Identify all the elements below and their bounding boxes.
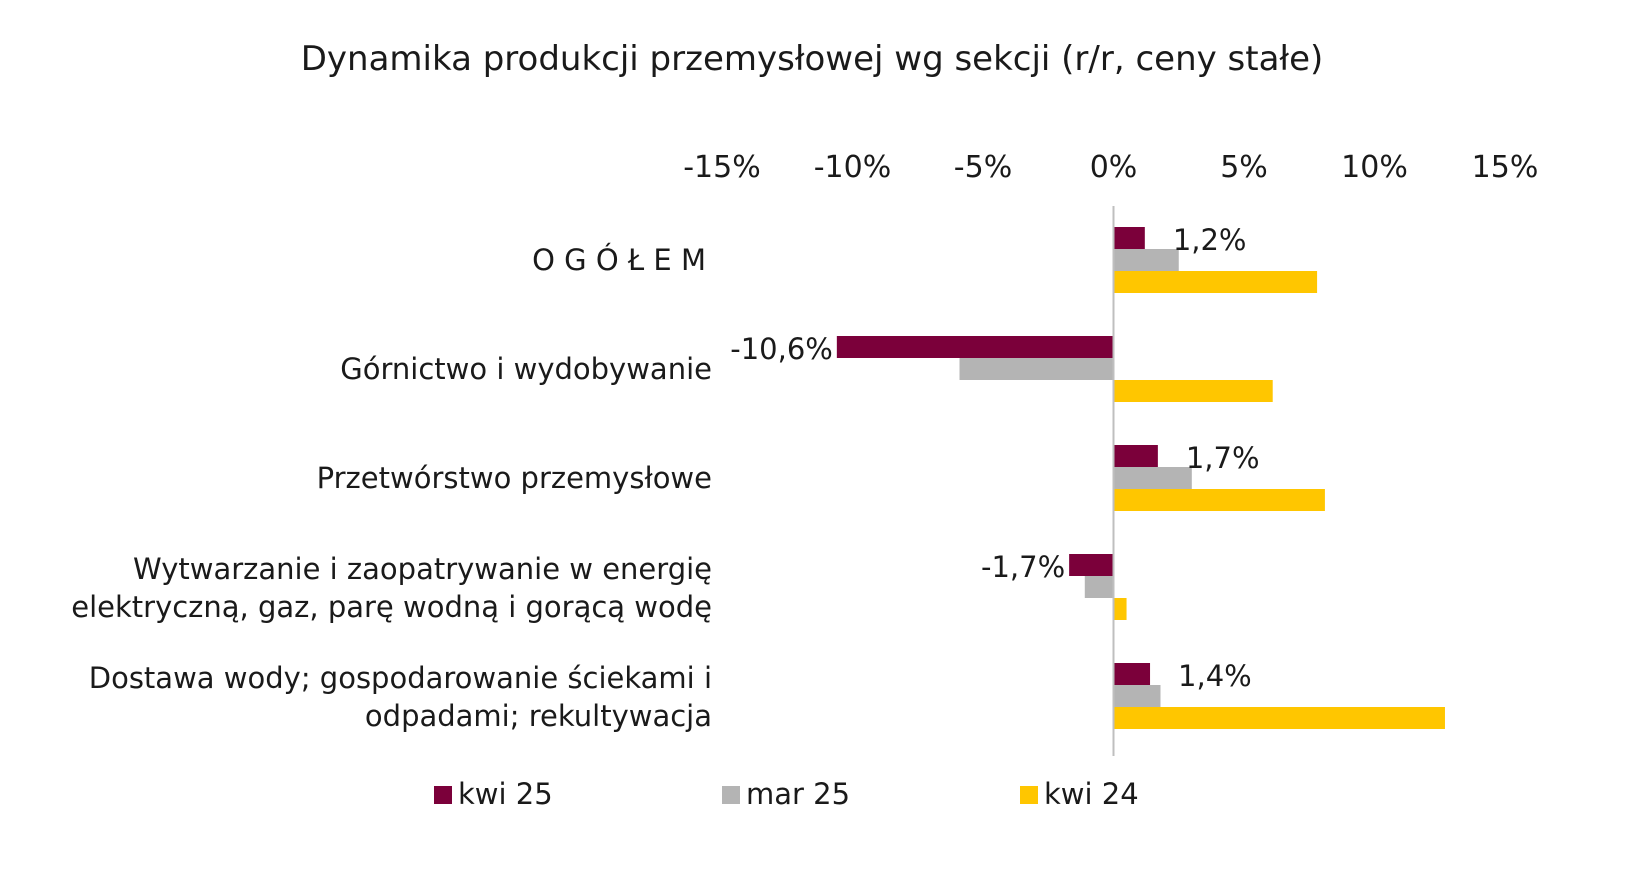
bar	[1114, 598, 1127, 620]
bar	[1084, 576, 1113, 598]
data-label: 1,2%	[1173, 223, 1247, 257]
category-label: Wytwarzanie i zaopatrywanie w energię	[133, 552, 712, 586]
legend-swatch	[722, 786, 740, 804]
bar	[1114, 489, 1325, 511]
x-tick-label: 0%	[1090, 150, 1138, 185]
legend: kwi 25 mar 25 kwi 24	[434, 777, 1139, 811]
legend-label: kwi 25	[458, 777, 553, 811]
bar	[1114, 249, 1179, 271]
category-label: Dostawa wody; gospodarowanie ściekami i	[89, 661, 712, 695]
category-label: odpadami; rekultywacja	[365, 699, 712, 733]
category-label: Przetwórstwo przemysłowe	[317, 461, 712, 495]
legend-swatch	[434, 786, 452, 804]
category-label: Górnictwo i wydobywanie	[340, 352, 712, 386]
bar	[836, 336, 1113, 358]
data-labels: 1,2% -10,6% 1,7% -1,7% 1,4%	[730, 223, 1259, 693]
x-tick-label: 5%	[1220, 150, 1268, 185]
bar	[1114, 685, 1161, 707]
bar	[1069, 554, 1113, 576]
bars	[836, 227, 1445, 729]
x-tick-label: -5%	[954, 150, 1012, 185]
legend-label: mar 25	[746, 777, 850, 811]
category-label: O G Ó Ł E M	[532, 243, 706, 277]
category-label: elektryczną, gaz, parę wodną i gorącą wo…	[71, 590, 712, 624]
bar	[1114, 663, 1151, 685]
chart-title: Dynamika produkcji przemysłowej wg sekcj…	[301, 39, 1324, 79]
data-label: -1,7%	[981, 550, 1065, 584]
x-tick-label: -15%	[683, 150, 761, 185]
bar	[1114, 227, 1145, 249]
data-label: 1,7%	[1186, 441, 1260, 475]
bar	[1114, 445, 1158, 467]
bar	[1114, 467, 1192, 489]
bar	[959, 358, 1113, 380]
bar	[1114, 271, 1318, 293]
category-labels: O G Ó Ł E M Górnictwo i wydobywanie Przetw…	[71, 243, 712, 733]
legend-swatch	[1020, 786, 1038, 804]
x-tick-label: 15%	[1472, 150, 1539, 185]
x-tick-label: -10%	[814, 150, 892, 185]
data-label: 1,4%	[1178, 659, 1252, 693]
data-label: -10,6%	[730, 332, 833, 366]
bar	[1114, 380, 1273, 402]
legend-label: kwi 24	[1044, 777, 1139, 811]
bar	[1114, 707, 1445, 729]
x-tick-label: 10%	[1341, 150, 1408, 185]
x-axis-ticks: -15% -10% -5% 0% 5% 10% 15%	[683, 150, 1538, 185]
